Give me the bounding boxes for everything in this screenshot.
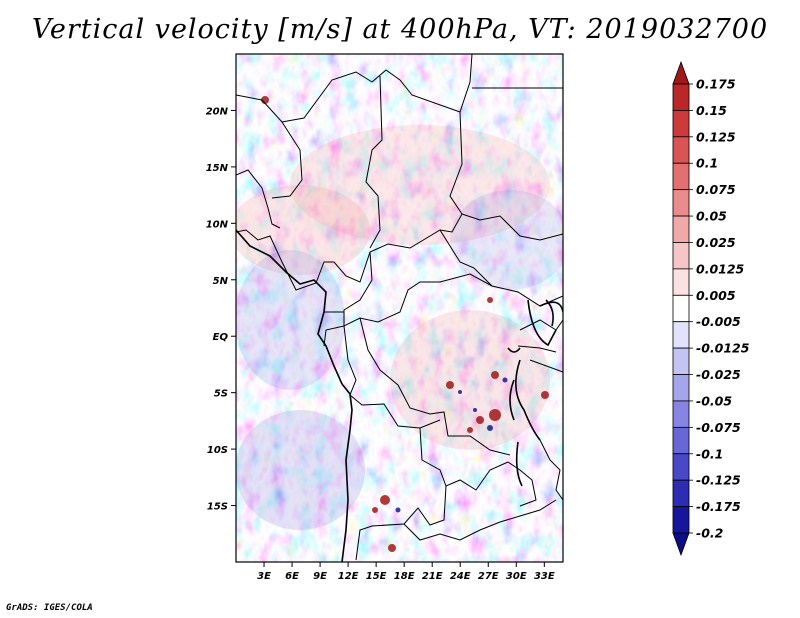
lon-tick-label: 9E	[313, 571, 327, 582]
colorbar-label: 0.1	[696, 156, 718, 171]
lon-tick-label: 12E	[338, 571, 359, 582]
latitude-axis: 20N 15N 10N 5N EQ 5S 10S 15S	[206, 106, 236, 513]
lon-tick-label: 18E	[394, 571, 415, 582]
colorbar-swatch	[672, 321, 690, 349]
lat-tick-label: 20N	[206, 106, 229, 117]
velocity-field	[236, 54, 563, 562]
colorbar-swatch	[672, 189, 690, 217]
colorbar-label: 0.005	[696, 288, 736, 303]
colorbar: 0.175 0.15 0.125 0.1 0.075 0.05 0.025 0.0125 0.0…	[672, 60, 750, 557]
colorbar-label: -0.0125	[696, 341, 750, 356]
colorbar-swatch	[672, 215, 690, 243]
colorbar-label: -0.1	[696, 446, 723, 461]
lon-tick-label: 6E	[285, 571, 299, 582]
colorbar-swatch	[672, 136, 690, 164]
colorbar-swatch	[672, 506, 690, 534]
lon-tick-label: 33E	[534, 571, 555, 582]
coastline-and-lakes	[236, 229, 563, 562]
lon-tick-label: 27E	[478, 571, 499, 582]
map-frame	[235, 53, 564, 563]
colorbar-label: -0.125	[696, 473, 741, 488]
lon-tick-label: 30E	[506, 571, 527, 582]
colorbar-swatch	[672, 426, 690, 455]
colorbar-label: -0.2	[696, 526, 723, 541]
lat-tick-label: 5N	[213, 276, 229, 287]
colorbar-label: -0.05	[696, 393, 732, 408]
colorbar-label: 0.175	[696, 77, 736, 92]
colorbar-swatch	[672, 242, 690, 270]
colorbar-label: -0.025	[696, 367, 741, 382]
colorbar-label: 0.0125	[696, 261, 745, 276]
colorbar-label: 0.025	[696, 235, 736, 250]
lat-tick-label: 10S	[207, 445, 228, 456]
longitude-axis: 3E 6E 9E 12E 15E 18E 21E 24E 27E 30E 33E	[257, 562, 555, 582]
lat-tick-label: 5S	[214, 389, 228, 400]
colorbar-label: -0.075	[696, 420, 741, 435]
colorbar-swatch	[672, 400, 690, 428]
colorbar-bottom-arrow	[672, 532, 690, 557]
colorbar-swatch	[672, 83, 690, 111]
colorbar-swatch	[672, 268, 690, 296]
colorbar-top-arrow	[672, 60, 690, 85]
colorbar-label: -0.175	[696, 499, 741, 514]
colorbar-swatch	[672, 347, 690, 375]
colorbar-swatch	[672, 110, 690, 138]
colorbar-swatch	[672, 453, 690, 481]
lon-tick-label: 24E	[450, 571, 471, 582]
lat-tick-label: 15S	[207, 502, 228, 513]
colorbar-label: 0.05	[696, 209, 727, 224]
lat-tick-label: 10N	[206, 219, 229, 230]
lon-tick-label: 3E	[257, 571, 271, 582]
grads-credit: GrADS: IGES/COLA	[6, 603, 93, 613]
country-borders	[236, 54, 563, 561]
colorbar-swatch	[672, 162, 690, 191]
colorbar-label: 0.125	[696, 129, 736, 144]
colorbar-label: -0.005	[696, 314, 741, 329]
lon-tick-label: 21E	[422, 571, 443, 582]
lat-tick-label: EQ	[213, 332, 229, 343]
colorbar-swatch	[672, 479, 690, 507]
lat-tick-label: 15N	[206, 163, 229, 174]
colorbar-label: 0.075	[696, 182, 736, 197]
map-title: Vertical velocity [m/s] at 400hPa, VT: 2…	[31, 14, 769, 45]
colorbar-label: 0.15	[696, 103, 727, 118]
colorbar-swatch	[672, 374, 690, 402]
lon-tick-label: 15E	[366, 571, 387, 582]
colorbar-swatch	[672, 294, 690, 323]
